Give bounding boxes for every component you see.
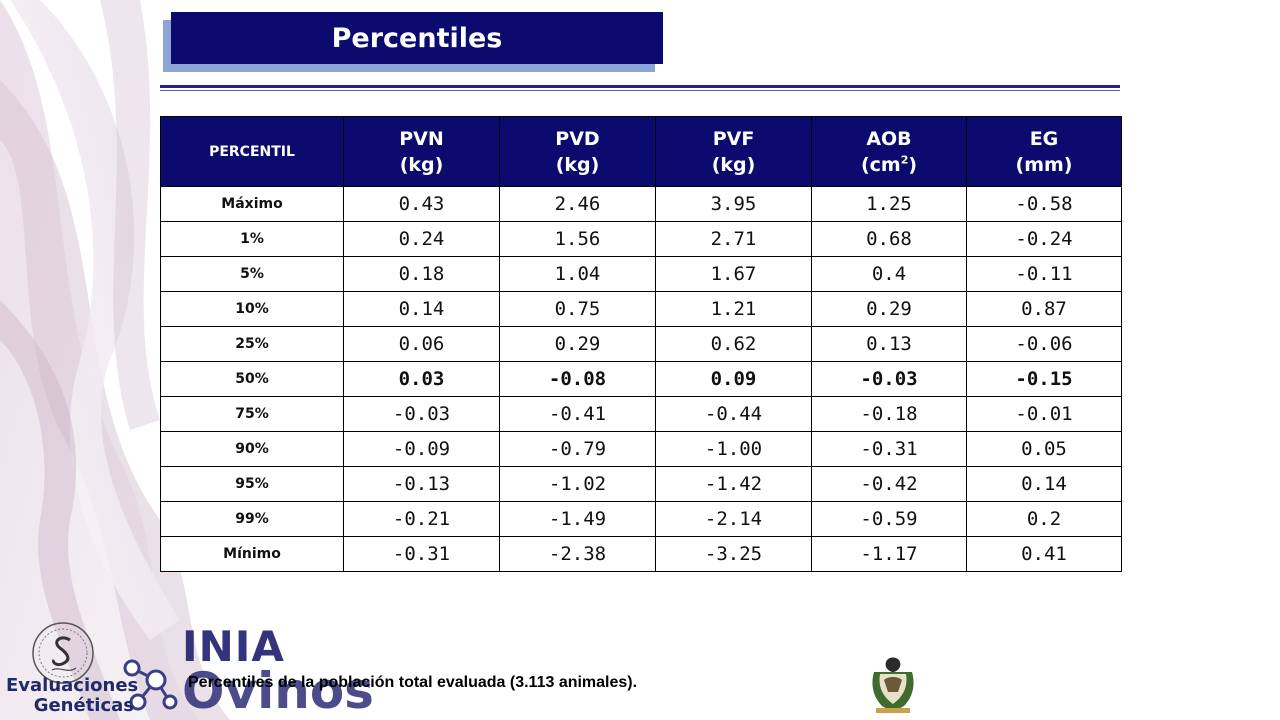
table-cell: -0.11 [966,256,1122,292]
table-cell: 2.46 [499,186,656,222]
table-caption: Percentiles de la población total evalua… [188,674,638,691]
table-cell: -0.06 [966,326,1122,362]
table-cell: -0.13 [343,466,500,502]
table-cell: 1.04 [499,256,656,292]
table-cell: -3.25 [655,536,812,572]
table-cell: 0.14 [343,291,500,327]
table-cell: 0.09 [655,361,812,397]
table-row: 90% -0.09 -0.79 -1.00 -0.31 0.05 [160,431,1122,467]
header-percentil: PERCENTIL [160,116,344,187]
table-cell: -0.41 [499,396,656,432]
table-cell: -0.44 [655,396,812,432]
row-label: 99% [160,501,344,537]
table-row: 10% 0.14 0.75 1.21 0.29 0.87 [160,291,1122,327]
table-cell: 0.68 [811,221,967,257]
header-pvn: PVN (kg) [343,116,500,187]
header-pvf: PVF (kg) [655,116,812,187]
table-cell: 0.29 [499,326,656,362]
table-cell: 0.13 [811,326,967,362]
table-cell: -0.59 [811,501,967,537]
row-label: 10% [160,291,344,327]
table-row: 1% 0.24 1.56 2.71 0.68 -0.24 [160,221,1122,257]
percentiles-table: PERCENTIL PVN (kg) PVD (kg) PVF (kg) AOB… [160,116,1122,572]
table-cell: 0.75 [499,291,656,327]
table-cell: 3.95 [655,186,812,222]
table-cell: -2.14 [655,501,812,537]
table-cell: 0.24 [343,221,500,257]
table-cell: 0.62 [655,326,812,362]
evaluaciones-geneticas-logo: Evaluaciones Genéticas [6,675,139,716]
table-row: 50% 0.03 -0.08 0.09 -0.03 -0.15 [160,361,1122,397]
crest-emblem-icon [872,657,914,713]
table-cell: -1.49 [499,501,656,537]
table-cell: -0.09 [343,431,500,467]
table-cell: -0.31 [811,431,967,467]
table-cell: 1.21 [655,291,812,327]
table-cell: -0.79 [499,431,656,467]
table-cell: 0.14 [966,466,1122,502]
table-cell: -0.03 [343,396,500,432]
table-cell: 0.43 [343,186,500,222]
table-cell: 0.41 [966,536,1122,572]
row-label: 50% [160,361,344,397]
table-row: 75% -0.03 -0.41 -0.44 -0.18 -0.01 [160,396,1122,432]
table-cell: 1.67 [655,256,812,292]
table-cell: -1.17 [811,536,967,572]
header-aob: AOB (cm2) [811,116,967,187]
table-row: Mínimo -0.31 -2.38 -3.25 -1.17 0.41 [160,536,1122,572]
table-cell: 0.2 [966,501,1122,537]
header-pvd: PVD (kg) [499,116,656,187]
divider-line [160,85,1120,88]
table-cell: 0.05 [966,431,1122,467]
table-row: 25% 0.06 0.29 0.62 0.13 -0.06 [160,326,1122,362]
ovinos-logo: Ovinos [182,662,374,720]
table-cell: -0.03 [811,361,967,397]
molecule-icon [123,659,178,711]
table-row: 5% 0.18 1.04 1.67 0.4 -0.11 [160,256,1122,292]
table-cell: -0.31 [343,536,500,572]
table-cell: -0.42 [811,466,967,502]
table-cell: 0.06 [343,326,500,362]
table-cell: -0.21 [343,501,500,537]
table-row: 95% -0.13 -1.02 -1.42 -0.42 0.14 [160,466,1122,502]
table-row: 99% -0.21 -1.49 -2.14 -0.59 0.2 [160,501,1122,537]
table-header-row: PERCENTIL PVN (kg) PVD (kg) PVF (kg) AOB… [160,116,1122,187]
page-title: Percentiles [331,22,503,54]
table-cell: -1.00 [655,431,812,467]
table-cell: 1.25 [811,186,967,222]
table-cell: 0.4 [811,256,967,292]
header-eg: EG (mm) [966,116,1122,187]
table-cell: 0.87 [966,291,1122,327]
table-cell: -2.38 [499,536,656,572]
table-cell: 0.29 [811,291,967,327]
row-label: 95% [160,466,344,502]
table-cell: 2.71 [655,221,812,257]
inia-logo: INIA [182,622,285,671]
table-cell: 0.03 [343,361,500,397]
table-cell: 1.56 [499,221,656,257]
row-label: 1% [160,221,344,257]
row-label: 5% [160,256,344,292]
row-label: Máximo [160,186,344,222]
table-cell: 0.18 [343,256,500,292]
row-label: 75% [160,396,344,432]
table-cell: -0.18 [811,396,967,432]
table-cell: -0.24 [966,221,1122,257]
row-label: 90% [160,431,344,467]
table-cell: -0.15 [966,361,1122,397]
title-banner: Percentiles [171,12,663,64]
table-cell: -1.02 [499,466,656,502]
table-cell: -1.42 [655,466,812,502]
row-label: Mínimo [160,536,344,572]
table-cell: -0.58 [966,186,1122,222]
table-cell: -0.08 [499,361,656,397]
row-label: 25% [160,326,344,362]
table-row: Máximo 0.43 2.46 3.95 1.25 -0.58 [160,186,1122,222]
divider-line-thin [160,90,1120,91]
table-cell: -0.01 [966,396,1122,432]
seal-logo-icon [32,622,94,684]
